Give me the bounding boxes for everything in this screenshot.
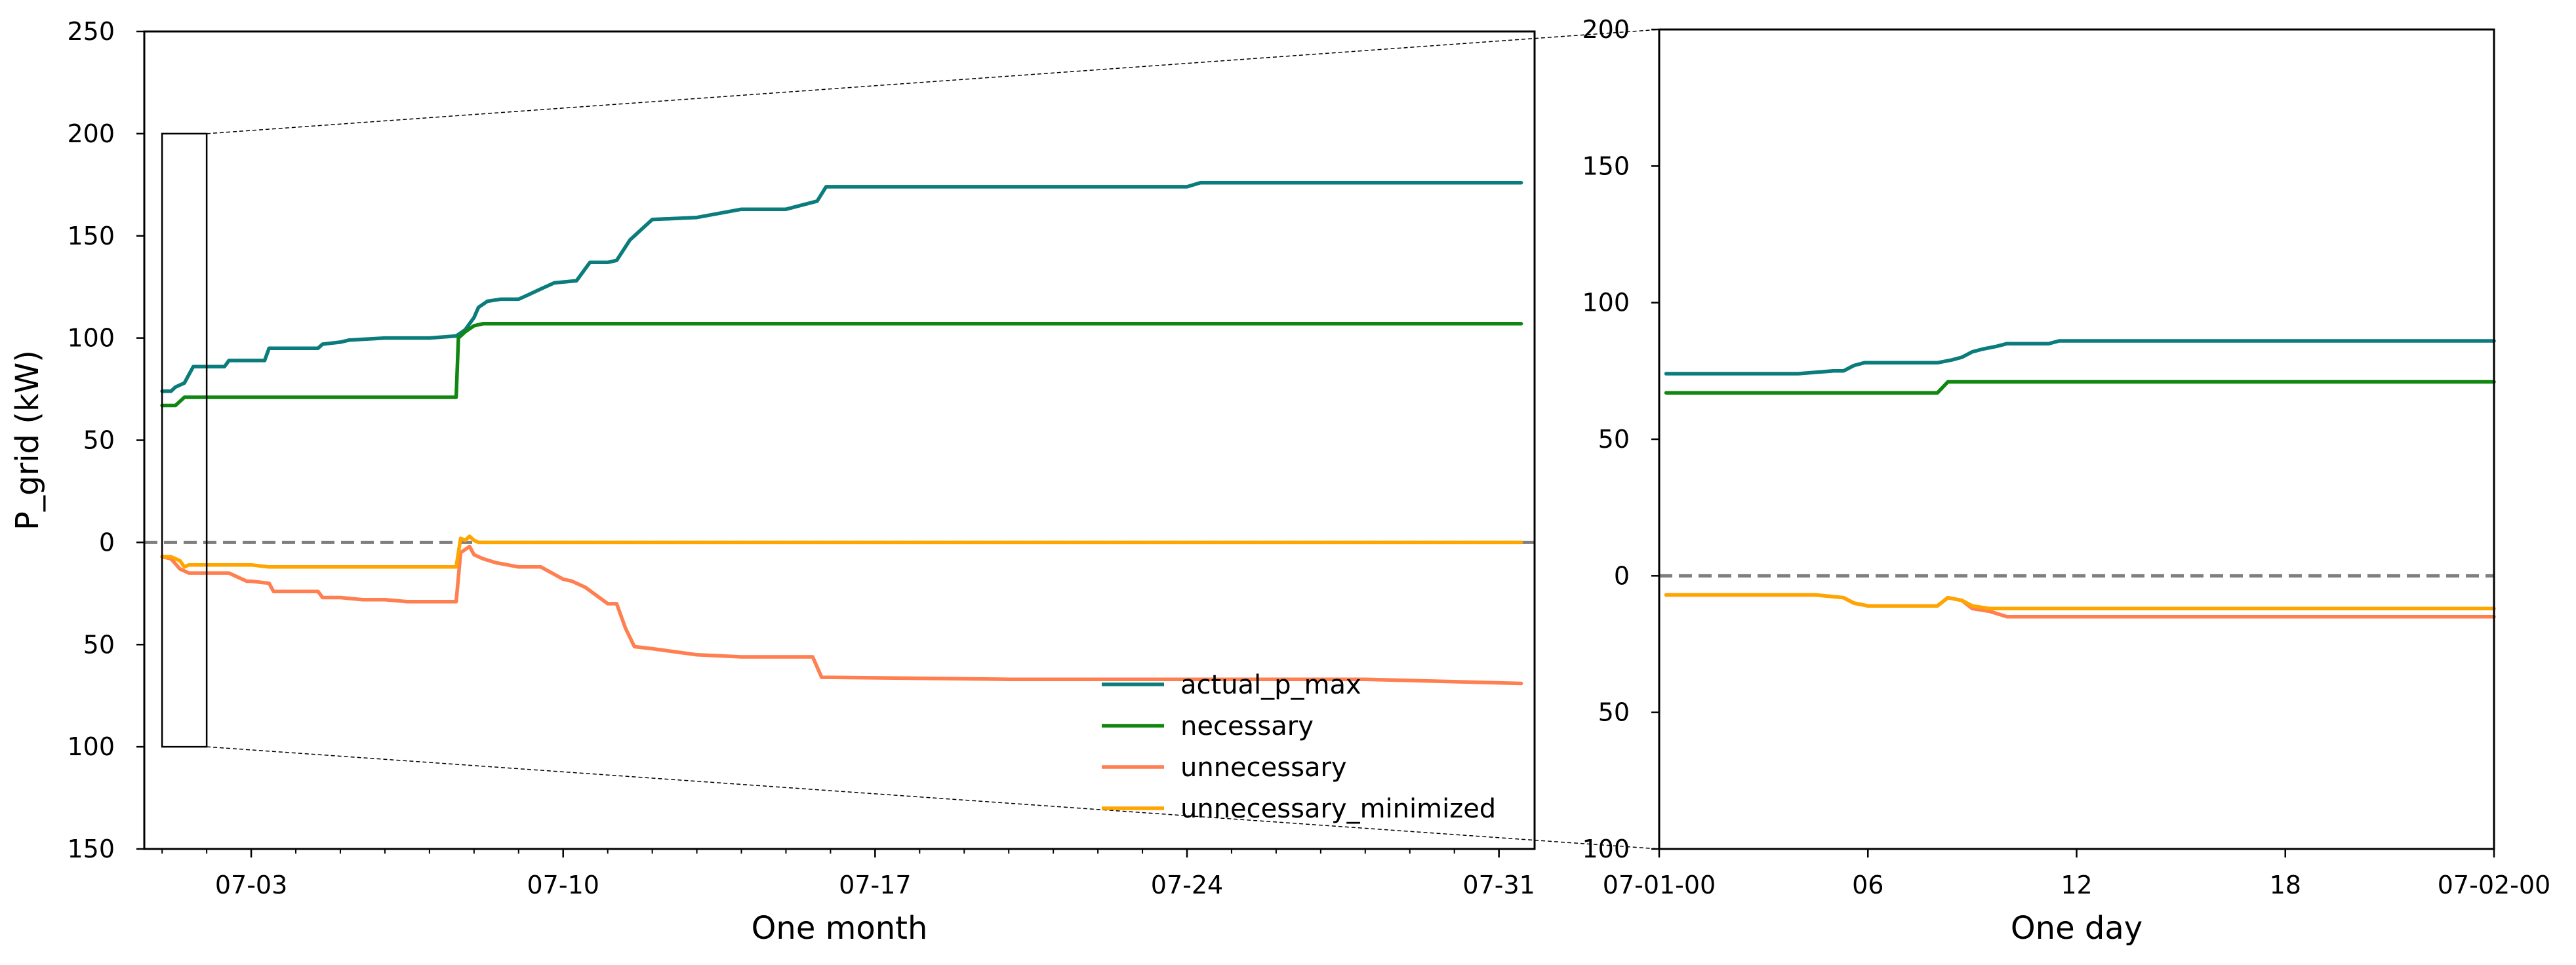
plot-frame <box>143 30 1536 850</box>
series-line-unnecessary <box>160 544 1523 686</box>
y-axis-title: P_grid (kW) <box>9 350 46 530</box>
day-panel: 200 150 100 50 0 50 100 07-01-00 06 12 18 07-02-00 O… <box>1582 15 2550 947</box>
zoom-connector-bottom <box>207 746 1660 850</box>
y-tick-label: 0 <box>99 528 115 557</box>
y-tick-label: 100 <box>67 732 115 761</box>
y-tick-label: 100 <box>1582 835 1630 863</box>
y-tick-label: 150 <box>67 835 115 863</box>
x-tick-label: 07-31 <box>1462 871 1535 899</box>
x-tick-label: 07-24 <box>1151 871 1223 899</box>
series-line-unnecessary-minimized <box>160 534 1523 569</box>
y-tick-label: 0 <box>1614 561 1630 590</box>
legend-label-actual-p-max: actual_p_max <box>1180 670 1361 700</box>
series-line-actual-p-max <box>1664 339 2496 376</box>
legend-label-unnecessary-minimized: unnecessary_minimized <box>1180 794 1496 824</box>
plot-frame <box>1658 28 2495 850</box>
x-tick-label: 07-02-00 <box>2438 871 2550 899</box>
x-tick-label: 07-10 <box>527 871 599 899</box>
y-tick-label: 200 <box>67 119 115 148</box>
series-line-actual-p-max <box>160 180 1523 393</box>
x-axis-title: One day <box>2011 910 2143 947</box>
y-tick-label: 250 <box>67 17 115 46</box>
y-tick-label: 150 <box>67 222 115 250</box>
y-tick-label: 100 <box>67 324 115 353</box>
series-line-unnecessary-minimized <box>1664 593 2496 611</box>
x-axis-title: One month <box>752 910 928 947</box>
y-tick-label: 50 <box>83 426 115 455</box>
y-tick-label: 200 <box>1582 15 1630 44</box>
x-tick-label: 07-03 <box>215 871 287 899</box>
series-line-necessary <box>160 322 1523 408</box>
legend-label-necessary: necessary <box>1180 711 1314 741</box>
x-tick-label: 18 <box>2270 871 2301 899</box>
zoom-box <box>161 132 208 748</box>
series-line-unnecessary <box>1664 593 2496 619</box>
y-tick-label: 50 <box>1598 698 1630 727</box>
y-tick-label: 50 <box>83 630 115 659</box>
y-tick-label: 150 <box>1582 151 1630 180</box>
legend-label-unnecessary: unnecessary <box>1180 753 1347 783</box>
x-tick-label: 07-01-00 <box>1603 871 1716 899</box>
zoom-connectors <box>161 29 1660 850</box>
y-tick-label: 100 <box>1582 288 1630 317</box>
legend: actual_p_max necessary unnecessary unnecess… <box>1102 670 1496 824</box>
x-tick-label: 07-17 <box>839 871 911 899</box>
zoom-connector-top <box>207 29 1660 134</box>
y-tick-label: 50 <box>1598 425 1630 454</box>
series-line-necessary <box>1664 380 2496 395</box>
month-panel: 250 200 150 100 50 0 50 100 150 07-03 07-10 07-17 07… <box>9 17 1536 947</box>
x-tick-label: 12 <box>2061 871 2092 899</box>
x-tick-label: 06 <box>1852 871 1883 899</box>
